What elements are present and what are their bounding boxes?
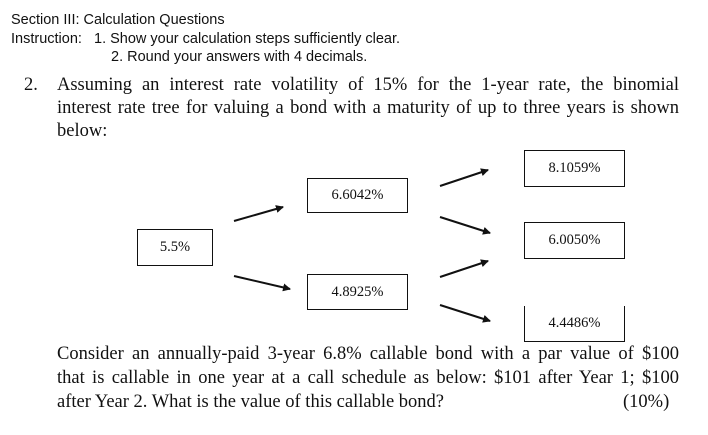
tree-node-year2-up: 8.1059% <box>524 150 625 187</box>
question-intro-line-3: below: <box>57 121 108 141</box>
instruction-item-1: 1. Show your calculation steps sufficien… <box>94 31 401 47</box>
instruction-item-2: 2. Round your answers with 4 decimals. <box>111 49 368 65</box>
arrow-y0-to-y1-down <box>233 275 291 292</box>
tree-node-year0: 5.5% <box>137 229 213 266</box>
question-intro-line-1: Assuming an interest rate volatility of … <box>57 75 679 95</box>
arrow-y1down-to-y2-mid <box>439 259 489 278</box>
section-title: Section III: Calculation Questions <box>11 12 225 28</box>
question-marks: (10%) <box>623 392 670 412</box>
tree-node-year2-mid: 6.0050% <box>524 222 625 259</box>
tree-node-year2-down: 4.4486% <box>524 306 625 342</box>
question-body-line-3: after Year 2. What is the value of this … <box>57 392 445 412</box>
arrow-y1up-to-y2-up <box>439 168 489 187</box>
tree-node-year1-up: 6.6042% <box>307 178 408 213</box>
question-number: 2. <box>24 75 38 95</box>
arrow-y1down-to-y2-down <box>439 304 491 323</box>
question-body-line-2: that is callable in one year at a call s… <box>57 368 679 388</box>
arrow-y1up-to-y2-mid <box>439 216 491 235</box>
question-intro-line-2: interest rate tree for valuing a bond wi… <box>57 98 679 118</box>
question-body-line-1: Consider an annually-paid 3-year 6.8% ca… <box>57 344 679 364</box>
instruction-label: Instruction: <box>11 31 82 47</box>
arrow-y0-to-y1-up <box>233 205 284 222</box>
tree-node-year1-down: 4.8925% <box>307 274 408 310</box>
